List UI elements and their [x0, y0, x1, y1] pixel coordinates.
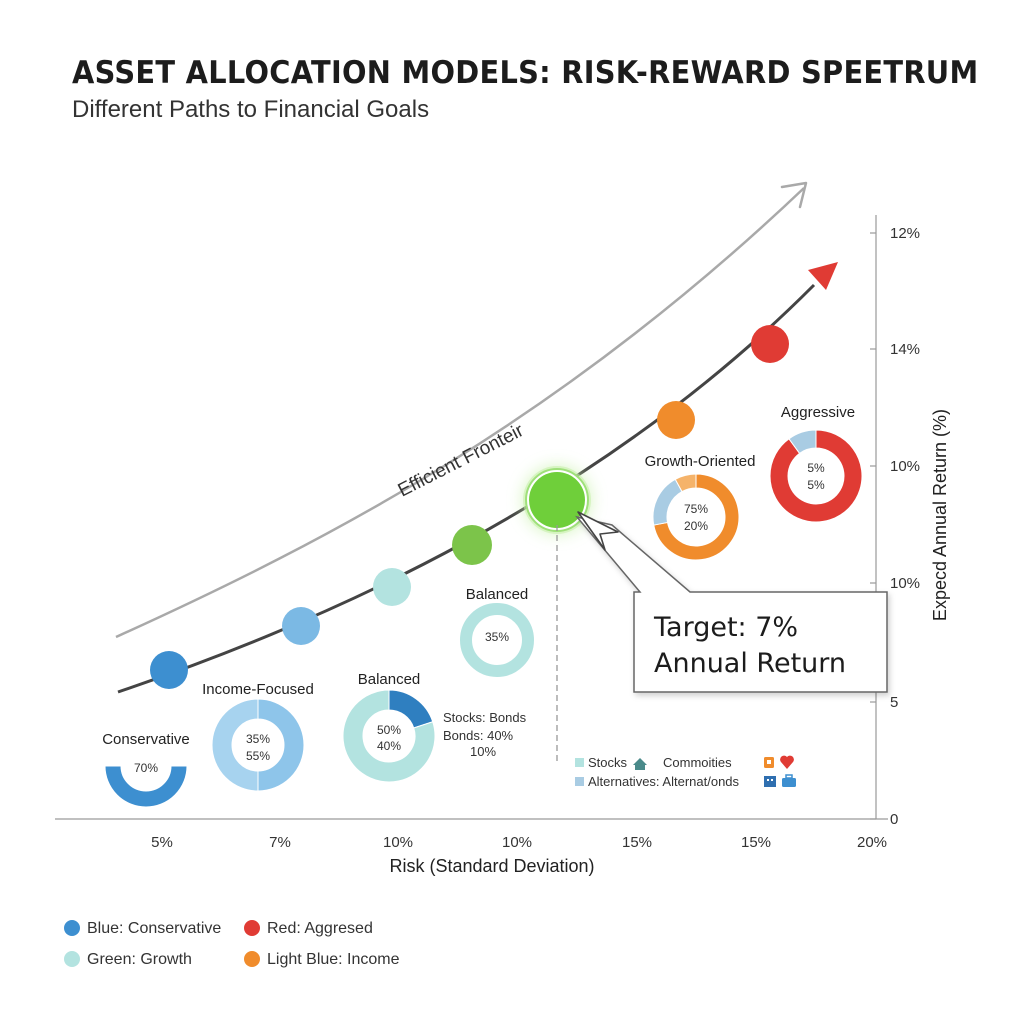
donut-5: Growth-Oriented 75% 20% [645, 453, 756, 561]
donut-slice [674, 473, 697, 493]
data-point-4 [452, 525, 492, 565]
donut-slice [104, 765, 188, 808]
asset-legend-commodities: Commoities [663, 755, 732, 770]
donut-value: 50% [377, 723, 401, 737]
donut-slice [257, 698, 305, 792]
model-label: Conservative [102, 731, 190, 748]
heart-icon [780, 755, 794, 769]
house-icon [633, 758, 647, 770]
model-label: Balanced [466, 586, 529, 603]
allocation-note-3: 10% [470, 744, 496, 759]
donut-value-2: 40% [377, 739, 401, 753]
target-callout-line1: Target: 7% [653, 612, 798, 643]
efficient-frontier-curve [115, 187, 805, 639]
lock-icon [764, 757, 774, 768]
page-subtitle: Different Paths to Financial Goals [72, 96, 430, 123]
donut-slice [652, 478, 683, 526]
donut-slice [653, 473, 740, 561]
x-tick-label: 10% [502, 834, 532, 851]
x-tick-label: 7% [269, 834, 291, 851]
data-point-1 [150, 651, 188, 689]
efficient-frontier-arrowhead [780, 181, 808, 209]
page-title: ASSET ALLOCATION MODELS: RISK-REWARD SPE… [72, 55, 979, 91]
donut-slice [788, 429, 817, 455]
donut-value: 70% [134, 761, 158, 775]
y-tick-label: 5 [890, 694, 898, 711]
donut-value: 5% [807, 461, 825, 475]
x-tick-labels: 5% 7% 10% 10% 15% 15% 20% [151, 834, 887, 851]
donut-value: 35% [246, 732, 270, 746]
legend-swatch [64, 951, 80, 967]
legend-swatch [64, 920, 80, 936]
legend-label: Green: Growth [87, 951, 192, 968]
y-tick-label: 12% [890, 225, 920, 242]
donut-value-2: 55% [246, 749, 270, 763]
data-point-6 [657, 401, 695, 439]
donut-2: Income-Focused 35% 55% [202, 681, 314, 792]
model-label: Aggressive [781, 404, 855, 421]
x-tick-label: 15% [741, 834, 771, 851]
y-tick-marks [870, 232, 876, 820]
trend-arrowhead-icon [808, 262, 838, 290]
y-tick-label: 10% [890, 458, 920, 475]
color-legend: Blue: Conservative Red: Aggresed Green: Gr… [64, 920, 400, 968]
legend-label: Light Blue: Income [267, 951, 400, 968]
donut-value-2: 5% [807, 478, 825, 492]
target-callout: Target: 7% Annual Return [574, 511, 888, 693]
data-point-5 [529, 472, 585, 528]
allocation-note-2: Bonds: 40% [443, 728, 514, 743]
y-axis-title: Expecd Annual Return (%) [930, 409, 950, 621]
y-tick-label: 10% [890, 575, 920, 592]
allocation-donuts: Conservative 70% Income-Focused 35% 55% Balan… [102, 404, 863, 808]
donut-value: 35% [485, 630, 509, 644]
x-tick-label: 20% [857, 834, 887, 851]
data-point-3 [373, 568, 411, 606]
x-tick-label: 5% [151, 834, 173, 851]
donut-4: Balanced 35% [460, 586, 534, 677]
x-axis-title: Risk (Standard Deviation) [389, 856, 594, 876]
y-tick-labels: 12% 14% 10% 10% 5 0 [890, 225, 920, 828]
model-label: Growth-Oriented [645, 453, 756, 470]
donut-6: Aggressive 5% 5% [769, 404, 863, 523]
legend-swatch [244, 951, 260, 967]
y-tick-label: 14% [890, 341, 920, 358]
donut-3: Balanced 50% 40% [342, 671, 436, 783]
data-point-7 [751, 325, 789, 363]
legend-label: Red: Aggresed [267, 920, 373, 937]
donut-value-2: 20% [684, 519, 708, 533]
data-points [150, 325, 789, 689]
donut-slice [211, 698, 259, 792]
frontier-label: Efficient Fronteir [395, 420, 528, 502]
asset-class-legend: Stocks Commoities Alternatives: Alternat… [575, 755, 796, 789]
x-tick-label: 10% [383, 834, 413, 851]
legend-label: Blue: Conservative [87, 920, 221, 937]
y-tick-label: 0 [890, 811, 898, 828]
briefcase-icon [782, 774, 796, 787]
donut-1: Conservative 70% [102, 731, 190, 808]
x-tick-label: 15% [622, 834, 652, 851]
allocation-note-1: Stocks: Bonds [443, 710, 527, 725]
data-point-2 [282, 607, 320, 645]
asset-legend-alternatives: Alternatives: Alternat/onds [588, 774, 740, 789]
donut-slice [769, 429, 863, 523]
building-icon [764, 776, 776, 787]
donut-slice [342, 689, 436, 783]
model-label: Income-Focused [202, 681, 314, 698]
legend-swatch [244, 920, 260, 936]
target-callout-line2: Annual Return [654, 648, 846, 679]
asset-legend-stocks: Stocks [588, 755, 628, 770]
donut-value: 75% [684, 502, 708, 516]
donut-slice [460, 603, 534, 677]
model-label: Balanced [358, 671, 421, 688]
asset-legend-swatch-stocks [575, 758, 584, 767]
asset-legend-swatch-alternatives [575, 777, 584, 786]
